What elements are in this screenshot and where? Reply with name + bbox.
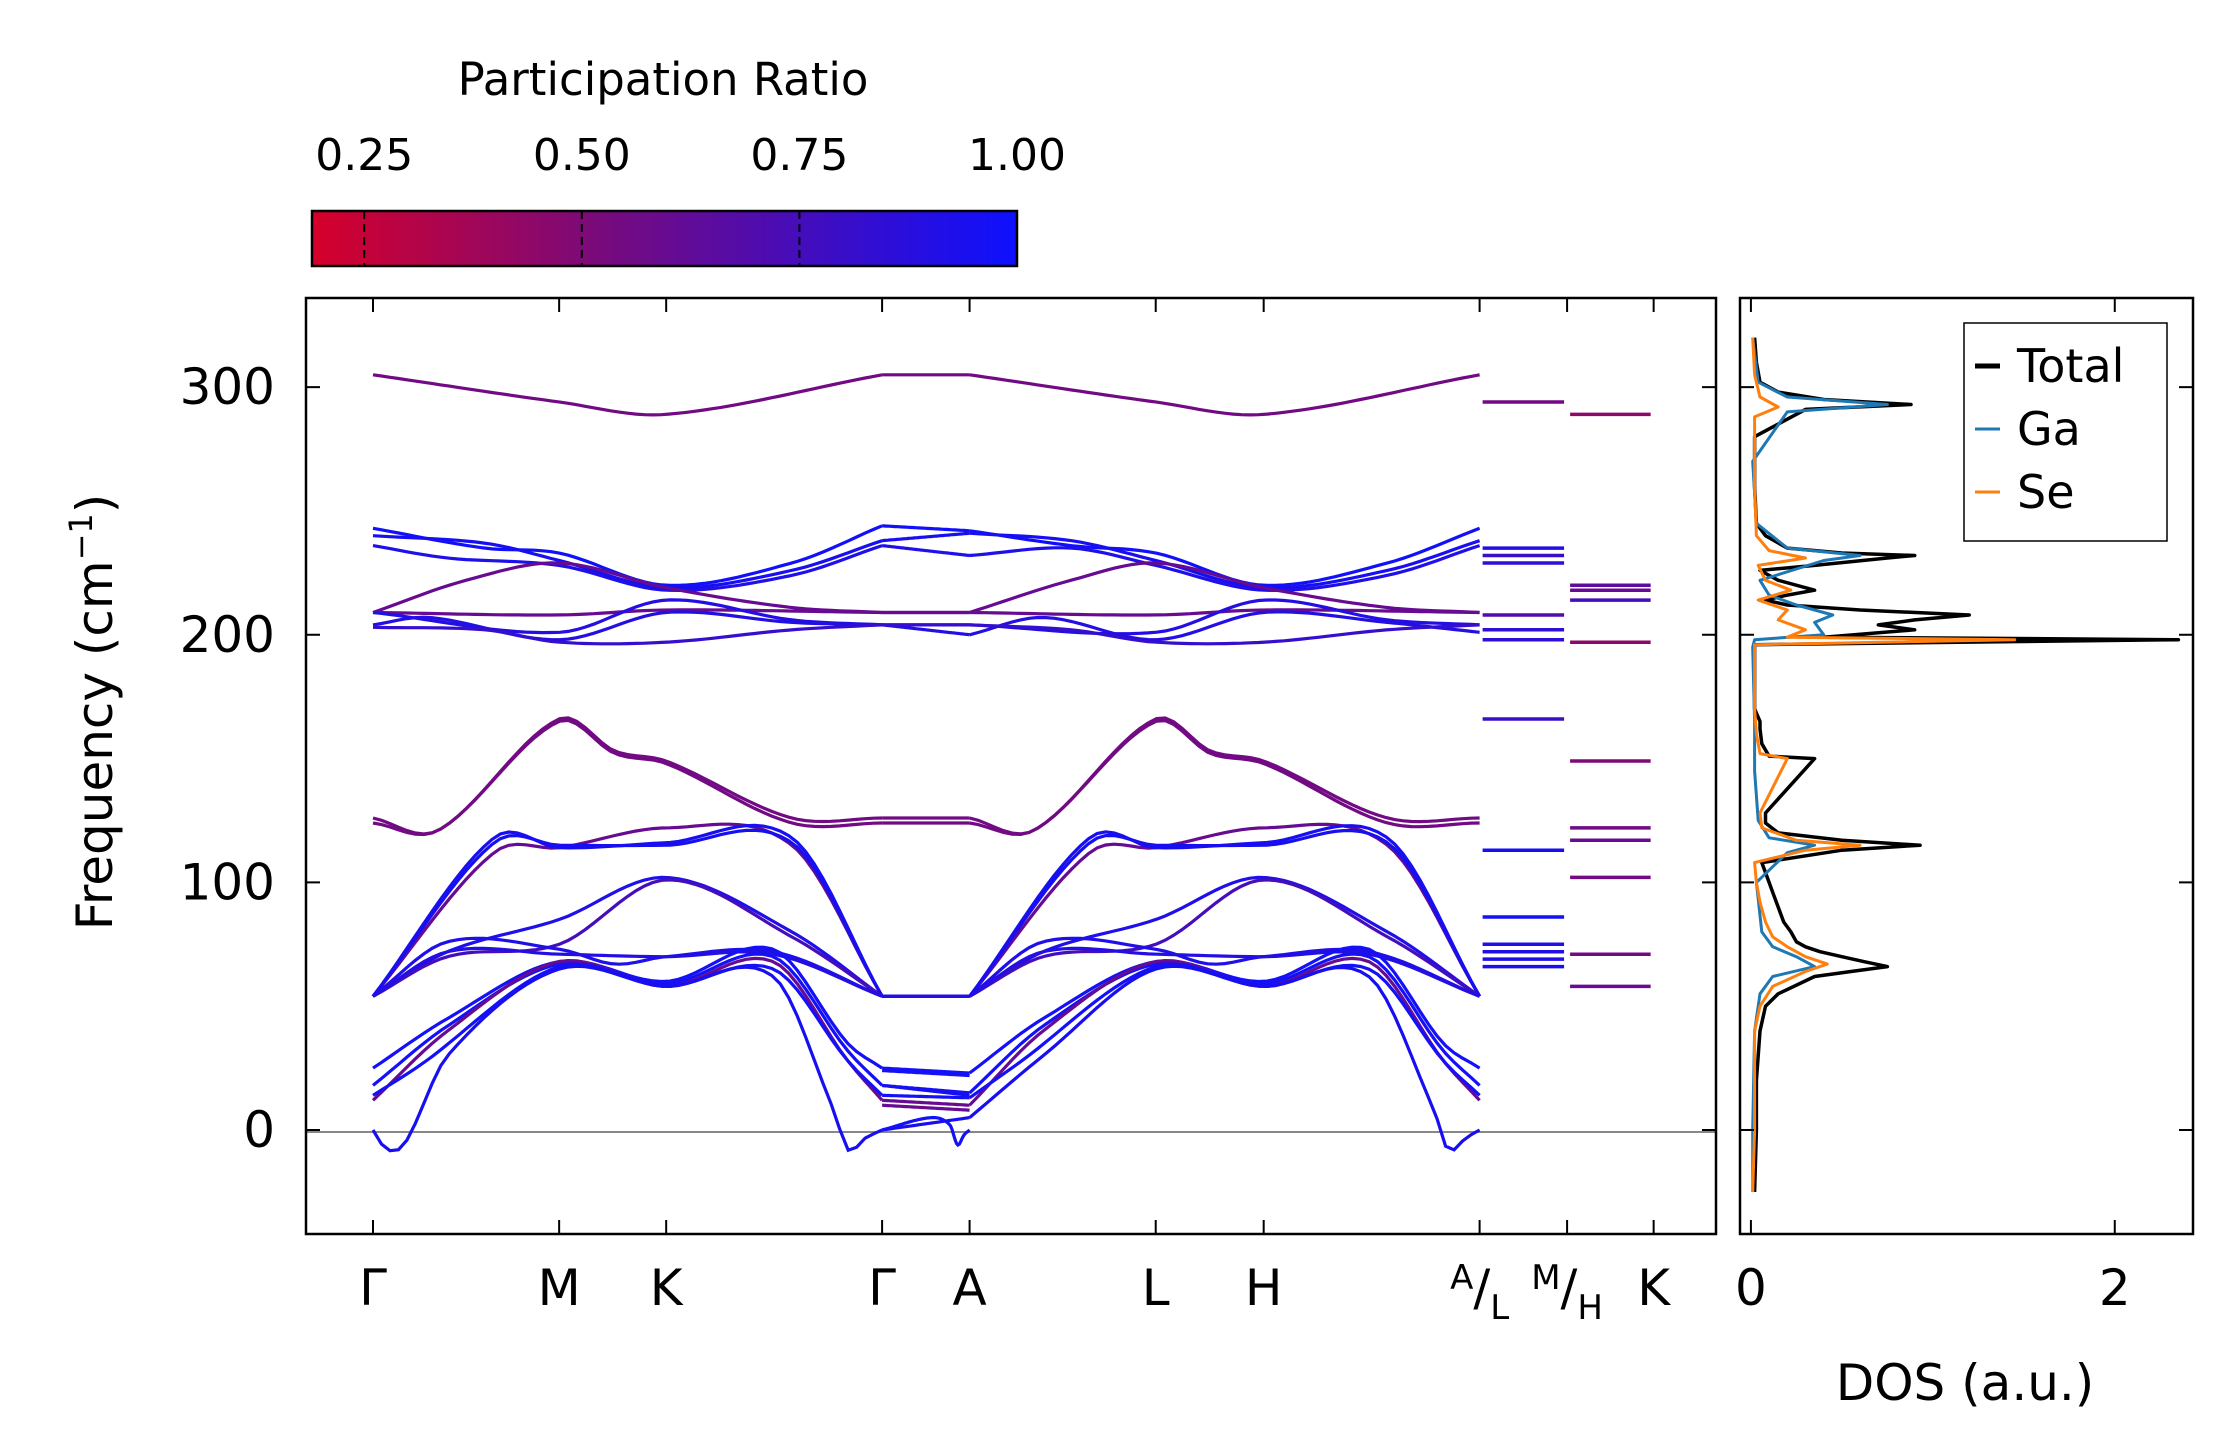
colorbar-tick-label: 0.50 bbox=[533, 130, 631, 181]
kpoint-label: Γ bbox=[359, 1259, 387, 1317]
phonon-branch bbox=[968, 822, 1481, 998]
phonon-branch bbox=[372, 718, 883, 837]
phonon-branch bbox=[968, 829, 1481, 998]
phonon-branch bbox=[881, 544, 970, 558]
phonon-branch bbox=[969, 561, 1480, 615]
phonon-branch bbox=[968, 945, 1481, 1075]
phonon-branch bbox=[969, 718, 1480, 837]
phonon-branch bbox=[968, 878, 1481, 998]
dos-axis-label: DOS (a.u.) bbox=[1836, 1354, 2095, 1412]
phonon-branch bbox=[881, 1069, 970, 1078]
ytick-label: 300 bbox=[180, 358, 275, 416]
dos-curves bbox=[1751, 337, 2181, 1192]
ytick-label: 200 bbox=[180, 606, 275, 664]
colorbar-tick-label: 0.75 bbox=[750, 130, 848, 181]
dos-xtick-label: 0 bbox=[1735, 1259, 1767, 1317]
colorbar-title: Participation Ratio bbox=[458, 53, 869, 106]
legend-label-se: Se bbox=[2017, 465, 2075, 519]
phonon-branch bbox=[372, 610, 883, 642]
phonon-branch bbox=[371, 823, 884, 998]
phonon-branch bbox=[372, 875, 884, 998]
phonon-branch bbox=[372, 623, 883, 646]
phonon-branch bbox=[968, 936, 1481, 998]
phonon-branch bbox=[371, 964, 883, 1153]
legend-label-total: Total bbox=[2016, 339, 2124, 393]
dos-xtick-label: 2 bbox=[2099, 1259, 2131, 1317]
phonon-branch bbox=[881, 1116, 970, 1132]
phonon-branch bbox=[881, 1083, 970, 1097]
high-symmetry-lines bbox=[372, 298, 1655, 1234]
colorbar-tick-label: 1.00 bbox=[968, 130, 1066, 181]
colorbar-ticks: 0.25 0.50 0.75 1.00 bbox=[315, 130, 1066, 266]
frequency-axis: 0 100 200 300 bbox=[180, 358, 1716, 1159]
legend-box bbox=[1963, 322, 2168, 542]
phonon-branch bbox=[969, 610, 1480, 642]
kpoint-label: K bbox=[650, 1259, 684, 1317]
phonon-branch bbox=[968, 964, 1481, 1152]
colorbar-tick-label: 0.25 bbox=[315, 130, 413, 181]
legend-label-ga: Ga bbox=[2017, 402, 2081, 456]
phonon-branch bbox=[372, 534, 883, 590]
phonon-branch bbox=[881, 1093, 970, 1100]
kpoint-label: Γ bbox=[868, 1259, 896, 1317]
phonon-branch bbox=[881, 1098, 970, 1107]
phonon-branch bbox=[969, 598, 1480, 636]
phonon-branch bbox=[968, 875, 1481, 998]
phonon-branch bbox=[881, 531, 970, 543]
phonon-branch bbox=[372, 716, 883, 836]
phonon-branch bbox=[372, 878, 883, 998]
phonon-branch bbox=[372, 561, 883, 615]
phonon-branch bbox=[969, 623, 1480, 646]
phonon-branch bbox=[372, 936, 883, 998]
dos-curve-ga bbox=[1751, 337, 1889, 1192]
phonon-branch bbox=[371, 822, 884, 998]
band-plot-frame bbox=[304, 296, 1718, 1236]
kpath-axis: Γ M K Γ A L H A/LM/H K bbox=[359, 1258, 1671, 1328]
phonon-branch bbox=[969, 716, 1480, 836]
kpoint-label: L bbox=[1142, 1259, 1170, 1317]
kpoint-label: K bbox=[1637, 1259, 1671, 1317]
phonon-branch bbox=[881, 1103, 970, 1112]
phonon-branch bbox=[372, 598, 883, 635]
phonon-branches bbox=[371, 373, 1482, 1153]
phonon-branch bbox=[371, 828, 884, 998]
kpoint-label: M/H bbox=[1531, 1258, 1603, 1328]
phonon-branch bbox=[968, 946, 1481, 998]
phonon-branch bbox=[372, 946, 883, 998]
frequency-axis-label: Frequency (cm−1) bbox=[62, 494, 124, 931]
dos-legend: Total Ga Se bbox=[1963, 322, 2168, 542]
kpoint-label: M bbox=[538, 1259, 581, 1317]
phonon-branch bbox=[969, 544, 1481, 593]
dos-plot-frame bbox=[1738, 296, 2195, 1236]
phonon-branch bbox=[372, 373, 883, 417]
phonon-branch bbox=[372, 945, 883, 1070]
colorbar: Participation Ratio 0.25 0.50 0.75 1.00 bbox=[310, 53, 1066, 268]
dos-curve-se bbox=[1751, 337, 2017, 1192]
phonon-branch bbox=[881, 524, 970, 533]
ytick-label: 0 bbox=[243, 1101, 275, 1159]
colorbar-gradient bbox=[310, 209, 1019, 268]
kpoint-label: A bbox=[952, 1259, 986, 1317]
kpoint-label: H bbox=[1245, 1259, 1283, 1317]
kpoint-label: A/L bbox=[1450, 1258, 1509, 1328]
flat-bands bbox=[1482, 400, 1651, 989]
phonon-branch bbox=[881, 1066, 970, 1075]
phonon-branch bbox=[881, 1115, 971, 1148]
ytick-label: 100 bbox=[180, 853, 275, 911]
phonon-branch bbox=[968, 824, 1482, 998]
phonon-branch bbox=[969, 373, 1480, 417]
phonon-branch bbox=[372, 544, 883, 593]
phonon-branch bbox=[969, 531, 1481, 590]
